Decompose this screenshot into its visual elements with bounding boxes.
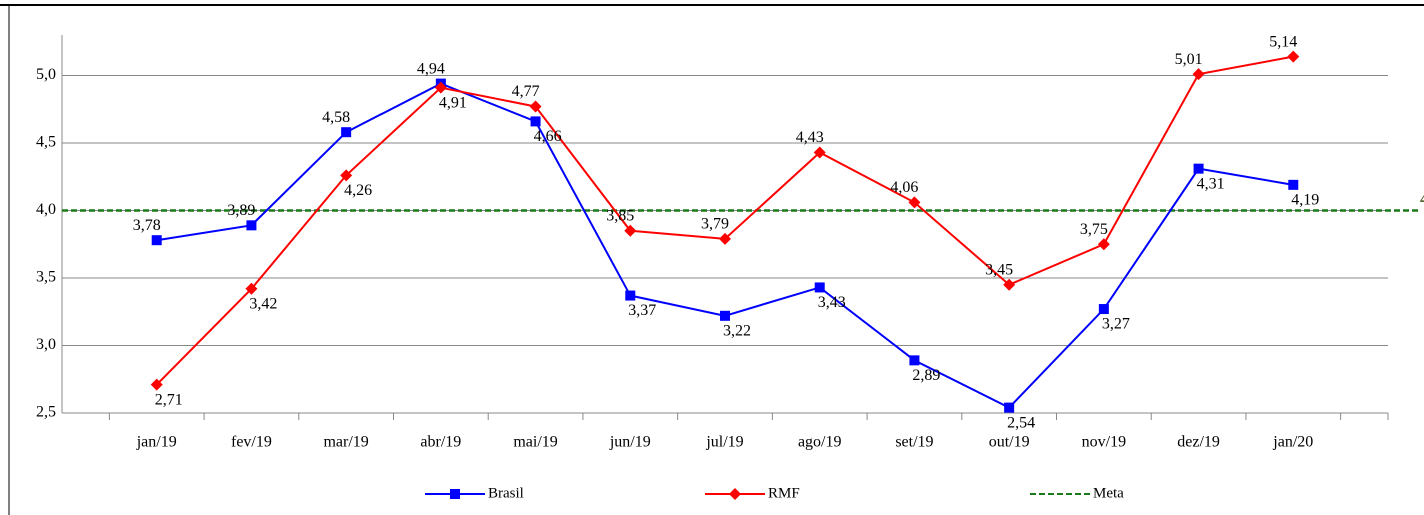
point — [1192, 68, 1205, 81]
point — [529, 100, 542, 113]
point — [1004, 402, 1015, 413]
x-tick-label: jan/20 — [1272, 434, 1313, 451]
x-tick-label: out/19 — [989, 434, 1030, 451]
series-line — [156, 82, 1294, 409]
data-label: 5,01 — [1175, 51, 1203, 68]
point — [908, 196, 921, 209]
data-label: 3,89 — [227, 202, 255, 219]
point — [150, 378, 163, 391]
data-label: 4,91 — [439, 94, 467, 111]
point — [625, 290, 636, 301]
data-label: 5,14 — [1269, 33, 1297, 50]
point — [813, 146, 826, 159]
x-tick-label: jan/19 — [136, 434, 177, 451]
data-label: 3,75 — [1080, 221, 1108, 238]
point — [720, 310, 730, 321]
point — [1287, 50, 1300, 63]
data-label: 2,71 — [155, 391, 183, 408]
data-label: 3,22 — [723, 322, 751, 339]
point — [909, 355, 920, 366]
point — [434, 81, 447, 94]
point — [245, 282, 258, 295]
y-tick-label: 5,0 — [36, 66, 56, 83]
x-tick-label: set/19 — [895, 434, 933, 451]
data-label: 3,78 — [133, 217, 161, 234]
legend-marker — [450, 489, 460, 499]
legend-marker — [729, 488, 741, 500]
data-label: 4,43 — [796, 129, 824, 146]
point — [151, 235, 162, 246]
x-tick-label: fev/19 — [231, 434, 272, 451]
point — [340, 169, 353, 182]
data-label: 3,79 — [701, 216, 729, 233]
point — [1193, 163, 1204, 174]
y-tick-label: 4,5 — [36, 134, 56, 151]
point — [814, 282, 825, 293]
data-label: 3,27 — [1102, 316, 1130, 333]
data-label: 4,58 — [322, 109, 350, 126]
point — [1288, 179, 1299, 190]
point — [719, 232, 731, 245]
y-tick-label: 2,5 — [36, 404, 56, 421]
x-tick-label: jul/19 — [705, 434, 743, 451]
data-label: 4,66 — [534, 128, 562, 145]
point — [246, 220, 257, 231]
point — [530, 116, 541, 127]
data-label: 3,85 — [606, 207, 634, 224]
y-tick-label: 3,5 — [36, 269, 56, 286]
data-label: 4,77 — [512, 83, 540, 100]
x-tick-label: mai/19 — [513, 434, 557, 451]
x-tick-label: ago/19 — [798, 434, 842, 451]
x-tick-label: dez/19 — [1177, 434, 1220, 451]
meta-label: 4,00 — [1420, 191, 1424, 208]
data-label: 4,31 — [1197, 175, 1225, 192]
data-label: 2,54 — [1007, 414, 1035, 431]
data-label: 3,42 — [249, 295, 277, 312]
data-label: 3,45 — [985, 261, 1013, 278]
point — [1098, 304, 1109, 315]
x-tick-label: abr/19 — [420, 434, 461, 451]
x-tick-label: nov/19 — [1082, 434, 1126, 451]
legend-label: Meta — [1093, 485, 1124, 501]
y-tick-label: 3,0 — [36, 336, 56, 353]
data-label: 4,94 — [417, 60, 445, 77]
data-label: 4,26 — [344, 182, 372, 199]
data-label: 4,19 — [1291, 192, 1319, 209]
legend-label: Brasil — [488, 485, 524, 501]
data-label: 2,89 — [912, 367, 940, 384]
point — [341, 127, 352, 138]
point — [1097, 238, 1110, 251]
x-tick-label: jun/19 — [609, 434, 651, 451]
point — [624, 224, 637, 237]
y-tick-label: 4,0 — [36, 201, 56, 218]
legend-label: RMF — [768, 485, 800, 501]
point — [1003, 278, 1016, 291]
data-label: 4,06 — [890, 179, 918, 196]
x-tick-label: mar/19 — [323, 434, 368, 451]
data-label: 3,43 — [818, 294, 846, 311]
data-label: 3,37 — [628, 302, 656, 319]
